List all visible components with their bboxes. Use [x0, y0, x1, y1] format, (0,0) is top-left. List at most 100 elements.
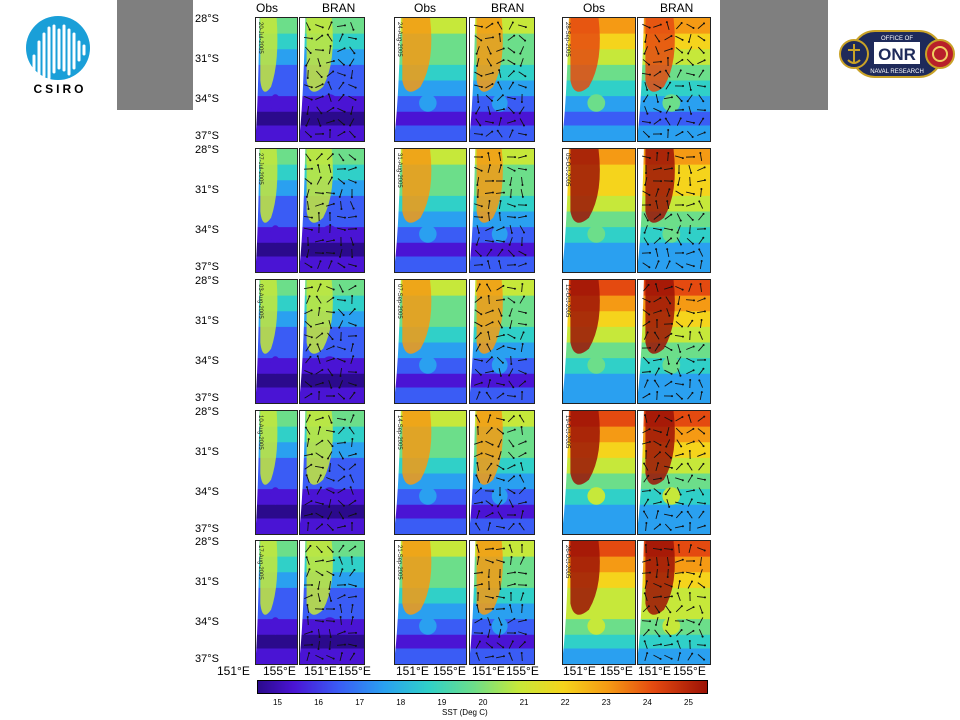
- velocity-arrow: [518, 441, 526, 445]
- velocity-arrow: [347, 216, 357, 218]
- arrow-head: [524, 572, 527, 575]
- velocity-arrow: [509, 176, 513, 186]
- velocity-arrow: [340, 367, 342, 377]
- velocity-arrow: [327, 22, 333, 30]
- arrow-head: [489, 112, 492, 115]
- latitude-label: 28°S: [195, 13, 219, 25]
- arrow-head: [702, 236, 705, 239]
- arrow-head: [646, 219, 649, 222]
- arrow-head: [332, 70, 335, 73]
- arrow-head: [316, 343, 319, 346]
- velocity-arrow: [348, 464, 356, 470]
- arrow-head: [512, 457, 515, 460]
- velocity-arrow: [475, 106, 481, 114]
- arrow-head: [306, 255, 309, 258]
- velocity-arrow: [507, 429, 515, 433]
- velocity-arrow: [507, 488, 515, 494]
- velocity-arrow: [326, 60, 334, 64]
- velocity-arrow: [328, 415, 332, 423]
- arrow-head: [703, 502, 706, 505]
- velocity-arrow: [698, 487, 704, 495]
- velocity-arrow: [644, 593, 648, 601]
- arrow-head: [321, 26, 324, 29]
- land-mask: [470, 18, 476, 131]
- arrow-head: [508, 314, 511, 317]
- velocity-arrow: [475, 118, 481, 126]
- obs-sst-panel: 27-Jul-2005: [255, 148, 298, 273]
- arrow-head: [310, 500, 313, 503]
- arrow-head: [508, 243, 511, 246]
- arrow-head: [318, 635, 321, 638]
- arrow-head: [668, 188, 671, 191]
- arrow-head: [475, 112, 478, 115]
- velocity-arrow: [326, 523, 334, 531]
- arrow-head: [677, 544, 680, 547]
- velocity-arrow: [305, 545, 311, 553]
- cold-south: [300, 518, 364, 534]
- velocity-arrow: [337, 131, 345, 137]
- velocity-arrow: [474, 321, 482, 327]
- arrow-head: [480, 324, 483, 327]
- velocity-arrow: [329, 462, 331, 472]
- arrow-head: [327, 93, 330, 96]
- arrow-head: [479, 332, 482, 335]
- velocity-arrow: [317, 427, 321, 435]
- sst-band: [470, 634, 534, 652]
- arrow-head: [687, 52, 690, 55]
- arrow-head: [480, 617, 483, 620]
- velocity-arrow: [315, 369, 323, 375]
- arrow-head: [476, 64, 479, 67]
- arrow-head: [305, 474, 308, 477]
- arrow-head: [648, 320, 651, 323]
- arrow-head: [524, 204, 527, 207]
- velocity-arrow: [676, 213, 682, 221]
- arrow-head: [491, 646, 494, 649]
- velocity-arrow: [328, 628, 332, 638]
- arrow-head: [502, 334, 505, 337]
- velocity-arrow: [349, 475, 355, 483]
- arrow-head: [524, 584, 527, 587]
- velocity-arrow: [666, 475, 670, 483]
- arrow-head: [310, 86, 313, 89]
- arrow-head: [321, 34, 324, 37]
- velocity-arrow: [665, 487, 671, 495]
- velocity-arrow: [474, 35, 482, 41]
- arrow-head: [491, 607, 494, 610]
- velocity-arrow: [519, 415, 525, 423]
- arrow-head: [321, 49, 324, 52]
- arrow-head: [498, 575, 501, 578]
- arrow-head: [500, 326, 503, 329]
- arrow-head: [679, 493, 682, 496]
- velocity-arrow: [675, 35, 683, 41]
- arrow-head: [343, 123, 346, 126]
- velocity-arrow: [304, 393, 312, 399]
- velocity-arrow: [686, 357, 694, 363]
- arrow-head: [680, 628, 683, 631]
- velocity-arrow: [642, 605, 650, 613]
- arrow-head: [321, 252, 324, 255]
- velocity-arrow: [328, 380, 332, 388]
- warm-current: [260, 280, 278, 354]
- arrow-head: [688, 592, 691, 595]
- arrow-head: [657, 367, 660, 370]
- arrow-head: [670, 585, 673, 588]
- velocity-arrow: [317, 58, 321, 66]
- velocity-arrow: [485, 321, 493, 327]
- warm-current: [476, 149, 503, 223]
- arrow-head: [648, 392, 651, 395]
- arrow-head: [512, 70, 515, 73]
- velocity-arrow: [315, 83, 323, 89]
- arrow-head: [480, 86, 483, 89]
- velocity-arrow: [485, 453, 493, 457]
- arrow-head: [647, 474, 650, 477]
- velocity-arrow: [476, 225, 480, 233]
- arrow-head: [499, 200, 502, 203]
- velocity-arrow: [700, 319, 702, 329]
- bran-sst-panel: [299, 410, 365, 535]
- arrow-head: [487, 212, 490, 215]
- sst-band: [395, 373, 466, 391]
- velocity-arrow: [487, 152, 491, 162]
- arrow-head: [666, 200, 669, 203]
- arrow-head: [332, 620, 335, 623]
- colorbar-tick: 20: [478, 698, 488, 707]
